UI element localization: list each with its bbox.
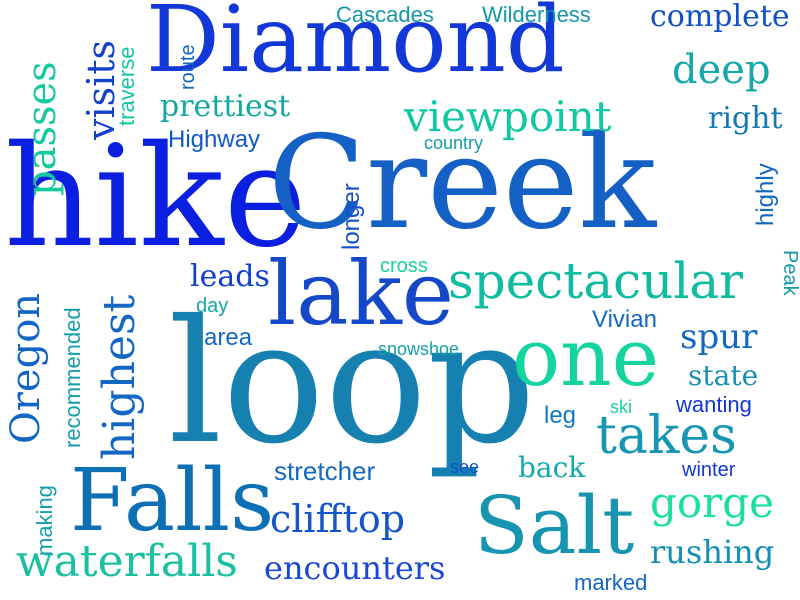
word-cascades: Cascades (336, 2, 434, 27)
word-ski: ski (610, 397, 632, 417)
word-highway: Highway (168, 126, 261, 153)
word-vivian: Vivian (592, 306, 657, 333)
word-right: right (708, 101, 783, 136)
word-hike: hike (4, 116, 307, 279)
word-route: route (177, 44, 199, 90)
word-complete: complete (650, 0, 790, 34)
word-falls: Falls (70, 451, 275, 551)
word-creek: Creek (268, 109, 657, 258)
word-country: country (424, 133, 484, 153)
word-day: day (196, 295, 229, 317)
word-clifftop: clifftop (270, 497, 406, 541)
word-salt: Salt (474, 479, 635, 572)
word-takes: takes (596, 406, 737, 466)
word-state: state (688, 359, 759, 392)
word-snowshoe: snowshoe (378, 339, 460, 359)
word-deep: deep (672, 47, 771, 93)
word-wilderness: Wilderness (482, 2, 591, 27)
word-viewpoint: viewpoint (404, 92, 612, 141)
word-lake: lake (268, 242, 455, 345)
word-highly: highly (752, 163, 779, 226)
word-encounters: encounters (264, 549, 446, 587)
word-leads: leads (190, 259, 270, 294)
word-recommended: recommended (60, 307, 85, 448)
word-longer: longer (338, 183, 365, 250)
word-loop: loop (168, 284, 536, 482)
word-traverse: traverse (114, 46, 139, 126)
word-waterfalls: waterfalls (16, 536, 238, 587)
word-oregon: Oregon (3, 292, 49, 444)
word-diamond: Diamond (146, 0, 565, 93)
word-gorge: gorge (650, 478, 774, 527)
word-one: one (512, 311, 660, 404)
word-wanting: wanting (676, 392, 752, 417)
word-highest: highest (94, 294, 145, 460)
word-peak: Peak (779, 250, 800, 296)
word-area: area (204, 324, 253, 351)
word-making: making (32, 485, 57, 556)
word-spur: spur (680, 317, 758, 357)
word-rushing: rushing (650, 533, 775, 571)
word-prettiest: prettiest (160, 89, 291, 124)
word-winter: winter (682, 459, 736, 481)
word-back: back (518, 451, 586, 484)
word-see: see (450, 457, 480, 477)
word-cross: cross (380, 255, 428, 277)
word-marked: marked (574, 570, 648, 595)
word-stretcher: stretcher (274, 456, 376, 486)
word-passes: passes (19, 61, 65, 196)
word-leg: leg (544, 402, 577, 429)
word-spectacular: spectacular (448, 252, 744, 310)
